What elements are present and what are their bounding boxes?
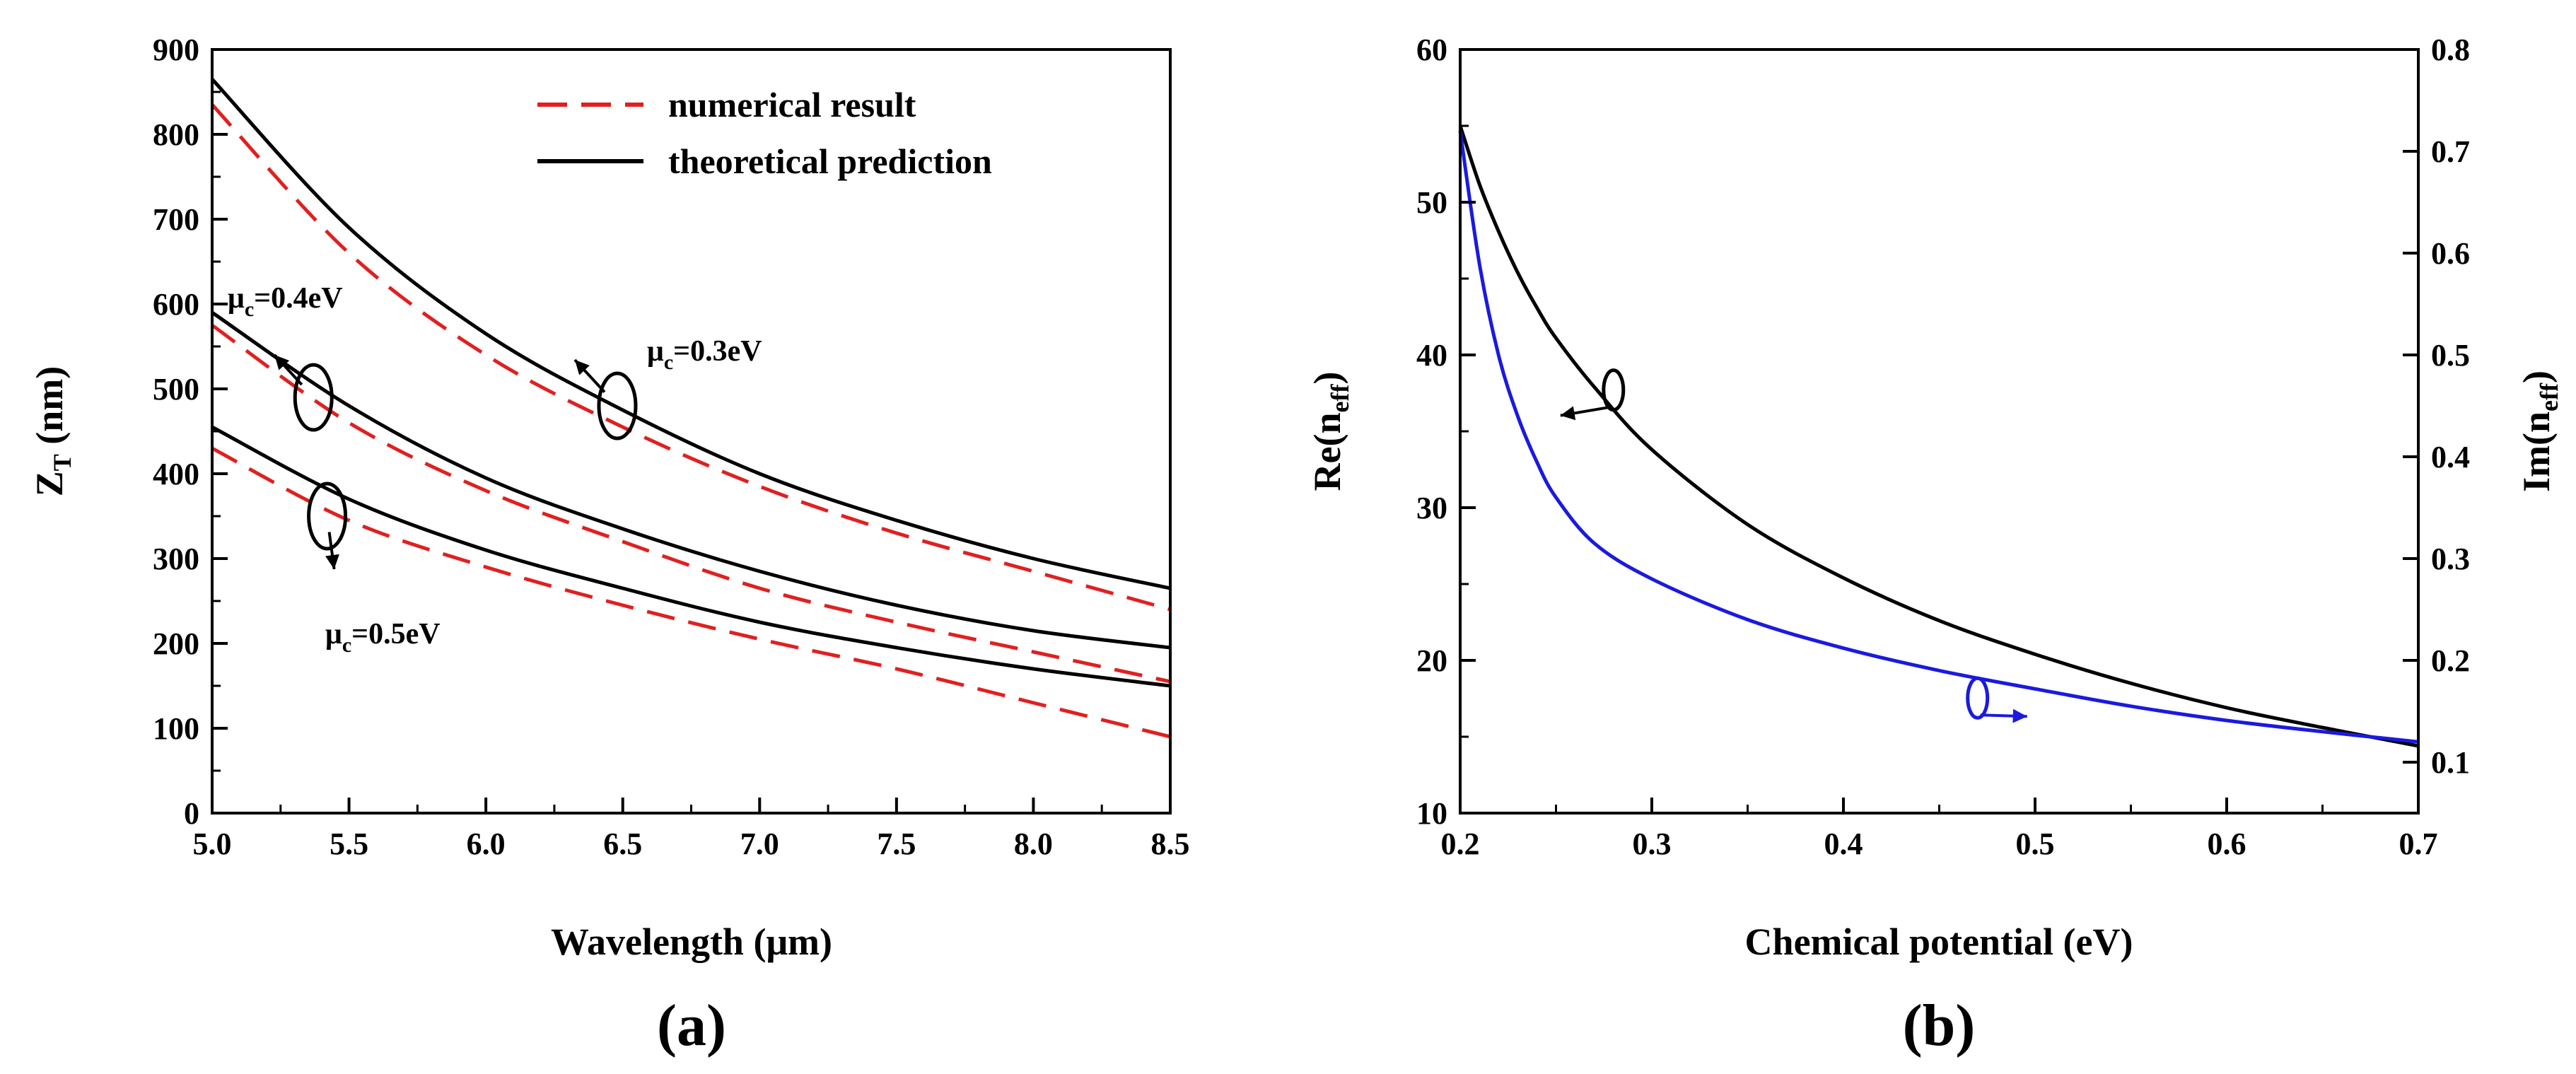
panel-b-left-y-tick-label: 30	[1416, 491, 1447, 525]
panel-a-x-axis-label: Wavelength (μm)	[551, 921, 832, 963]
panel-b-right-y-tick-label: 0.7	[2431, 134, 2470, 169]
panel-a-annotation-ellipse	[293, 363, 334, 432]
panel-a-y-tick-label: 600	[153, 287, 199, 322]
panel-b-ticks: 0.2 0.3 0.4 0.5 0.6 0.7 10 20 30 40 50 60 0.1 0.2 0.3 0…	[1416, 33, 2470, 861]
panel-a-series-line-3	[211, 323, 1171, 684]
panel-a-annotation-layer	[273, 354, 638, 570]
panel-a-legend: numerical result theoretical prediction	[537, 85, 992, 181]
panel-b-re-arrow	[1560, 405, 1612, 421]
legend-numerical-label: numerical result	[668, 85, 916, 124]
panel-a-annotation-ellipse	[597, 371, 638, 440]
panel-b-right-y-tick-label: 0.5	[2431, 338, 2470, 373]
panel-b-series-layer	[1458, 125, 2419, 748]
panel-b-right-y-axis-label: Im(neff)	[2515, 370, 2563, 492]
panel-b-re-ellipse	[1602, 368, 1626, 412]
panel-a-annotation-arrow	[325, 532, 339, 570]
panel-b-plot-frame	[1459, 48, 2420, 815]
panel-a-y-tick-label: 300	[153, 542, 199, 576]
panel-a-x-tick-label: 6.0	[467, 827, 506, 861]
annotation-mu-0.5: μc=0.5eV	[325, 618, 441, 657]
panel-a-y-tick-label: 200	[153, 626, 199, 661]
panel-a-series-line-4	[211, 425, 1171, 688]
panel-a-y-tick-label: 500	[153, 372, 199, 407]
panel-a-x-tick-label: 5.5	[330, 827, 368, 861]
panel-b-left-y-axis-label: Re(neff)	[1306, 372, 1354, 491]
panel-a-x-tick-label: 8.0	[1014, 827, 1053, 861]
panel-b-left-y-tick-label: 20	[1416, 643, 1447, 678]
panel-a-series-line-0	[211, 78, 1171, 590]
panel-b-right-y-tick-label: 0.8	[2431, 33, 2470, 67]
panel-b-left-y-tick-label: 50	[1416, 185, 1447, 220]
panel-a-annotation-arrow	[273, 354, 303, 386]
panel-b-right-y-tick-label: 0.3	[2431, 542, 2470, 576]
panel-a-y-tick-label: 800	[153, 117, 199, 152]
annotation-mu-0.3: μc=0.3eV	[647, 335, 762, 374]
panel-b-left-y-tick-label: 10	[1416, 796, 1447, 831]
panel-b-label: (b)	[1903, 993, 1976, 1058]
panel-a-series-layer	[211, 78, 1171, 739]
panel-b-x-tick-label: 0.4	[1824, 827, 1863, 861]
panel-b-right-y-tick-label: 0.6	[2431, 236, 2470, 271]
panel-a-annotation-ellipse	[307, 481, 348, 551]
panel-b-x-tick-label: 0.7	[2399, 827, 2438, 861]
panel-a-x-tick-label: 8.5	[1151, 827, 1190, 861]
panel-a-chart: 5.0 5.5 6.0 6.5 7.0 7.5 8.0 8.5 0 100 200 300 400 500…	[28, 33, 1190, 1058]
panel-a-x-tick-label: 7.0	[740, 827, 779, 861]
panel-a-series-line-2	[211, 310, 1171, 650]
annotation-mu-0.4: μc=0.4eV	[228, 282, 343, 321]
panel-b-x-tick-label: 0.2	[1441, 827, 1480, 861]
panel-a-series-line-5	[211, 446, 1171, 739]
panel-a-x-tick-label: 5.0	[193, 827, 232, 861]
panel-a-ticks: 5.0 5.5 6.0 6.5 7.0 7.5 8.0 8.5 0 100 200 300 400 500…	[153, 33, 1190, 861]
panel-a-x-tick-label: 7.5	[877, 827, 916, 861]
panel-b-x-tick-label: 0.3	[1633, 827, 1672, 861]
panel-b-right-y-tick-label: 0.1	[2431, 745, 2470, 780]
legend-theoretical-label: theoretical prediction	[668, 141, 992, 181]
panel-a-annotation-arrow	[573, 358, 606, 393]
panel-a-y-tick-label: 100	[153, 711, 199, 746]
panel-a-y-tick-label: 700	[153, 202, 199, 237]
panel-b-left-y-tick-label: 40	[1416, 338, 1447, 373]
panel-b-series-line-0	[1458, 125, 2419, 748]
panel-b-x-tick-label: 0.5	[2016, 827, 2055, 861]
panel-b-x-tick-label: 0.6	[2208, 827, 2246, 861]
panel-a-x-tick-label: 6.5	[603, 827, 642, 861]
panel-a-series-line-1	[211, 103, 1171, 612]
panel-b-annotation-layer	[1560, 368, 2027, 723]
panel-b-left-y-tick-label: 60	[1416, 33, 1447, 67]
panel-b-chart: 0.2 0.3 0.4 0.5 0.6 0.7 10 20 30 40 50 60 0.1 0.2 0.3 0…	[1306, 33, 2563, 1058]
panel-b-series-line-1	[1458, 130, 2419, 744]
panel-a-label: (a)	[657, 993, 726, 1058]
panel-a-y-tick-label: 400	[153, 457, 199, 491]
panel-a-y-tick-label: 0	[184, 796, 199, 831]
panel-b-im-ellipse	[1966, 676, 1990, 720]
panel-b-im-arrow	[1980, 708, 2027, 723]
panel-b-right-y-tick-label: 0.2	[2431, 643, 2470, 678]
panel-b-x-axis-label: Chemical potential (eV)	[1745, 921, 2133, 963]
panel-a-y-tick-label: 900	[153, 33, 199, 67]
panel-a-y-axis-label: ZT (nm)	[28, 366, 76, 497]
panel-b-right-y-tick-label: 0.4	[2431, 440, 2470, 474]
